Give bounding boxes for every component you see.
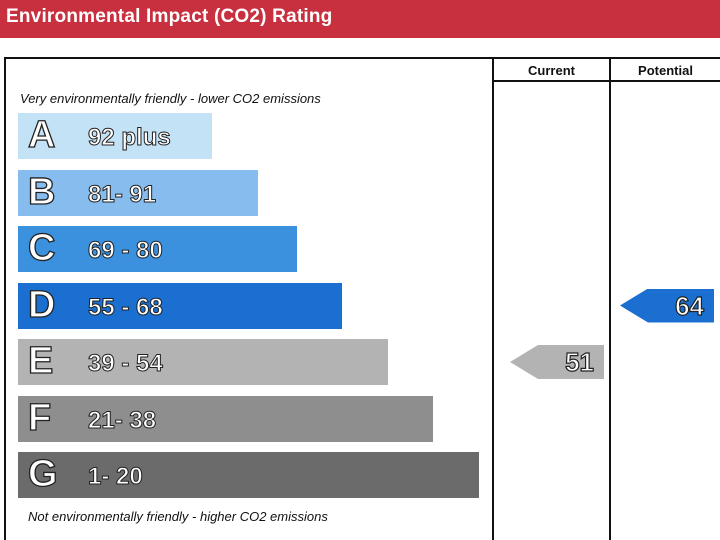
- band-b: B 81- 91: [18, 169, 258, 216]
- current-column-divider: [492, 57, 494, 540]
- band-d: D 55 - 68: [18, 282, 342, 329]
- band-f: F 21- 38: [18, 395, 433, 442]
- current-rating-value: 51: [564, 347, 594, 377]
- band-range: 39 - 54: [88, 350, 164, 377]
- band-range: 92 plus: [88, 124, 172, 151]
- top-note: Very environmentally friendly - lower CO…: [20, 91, 321, 106]
- band-letter: E: [27, 340, 54, 382]
- band-letter: C: [27, 227, 56, 269]
- band-letter: G: [27, 453, 58, 495]
- band-letter: F: [27, 396, 52, 439]
- band-range: 21- 38: [87, 406, 157, 434]
- title-bar: Environmental Impact (CO2) Rating: [0, 0, 720, 38]
- bottom-note: Not environmentally friendly - higher CO…: [28, 509, 328, 524]
- band-g: G 1- 20: [18, 452, 479, 498]
- potential-column-header: Potential: [638, 63, 693, 78]
- potential-rating-value: 64: [674, 290, 704, 321]
- current-column-header: Current: [528, 63, 575, 78]
- band-range: 1- 20: [88, 463, 144, 490]
- band-a: A 92 plus: [18, 113, 212, 159]
- band-letter: D: [27, 283, 56, 326]
- potential-column-divider: [609, 57, 611, 540]
- band-range: 81- 91: [87, 180, 157, 208]
- header-divider: [492, 80, 720, 82]
- band-range: 55 - 68: [88, 293, 164, 321]
- page-title: Environmental Impact (CO2) Rating: [6, 6, 333, 27]
- rating-table: [4, 57, 720, 540]
- band-c: C 69 - 80: [18, 226, 297, 272]
- band-e: E 39 - 54: [18, 339, 388, 385]
- band-letter: A: [27, 114, 56, 156]
- band-letter: B: [27, 170, 56, 213]
- band-range: 69 - 80: [88, 237, 164, 264]
